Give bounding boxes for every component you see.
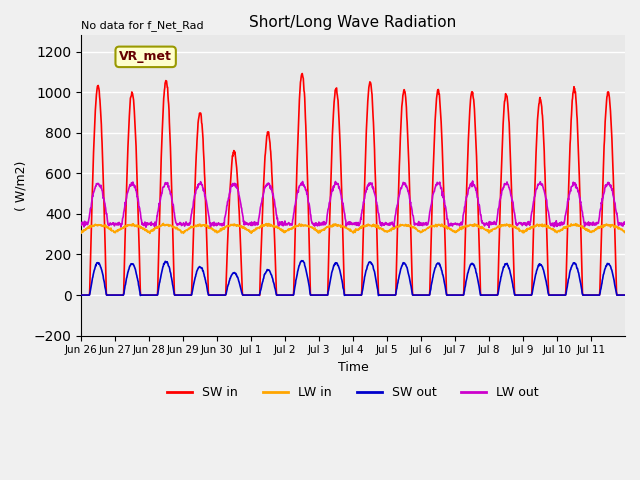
X-axis label: Time: Time <box>338 361 369 374</box>
Legend: SW in, LW in, SW out, LW out: SW in, LW in, SW out, LW out <box>162 382 544 405</box>
Title: Short/Long Wave Radiation: Short/Long Wave Radiation <box>250 15 457 30</box>
Text: VR_met: VR_met <box>119 50 172 63</box>
Y-axis label: ( W/m2): ( W/m2) <box>15 160 28 211</box>
Text: No data for f_Net_Rad: No data for f_Net_Rad <box>81 20 204 31</box>
